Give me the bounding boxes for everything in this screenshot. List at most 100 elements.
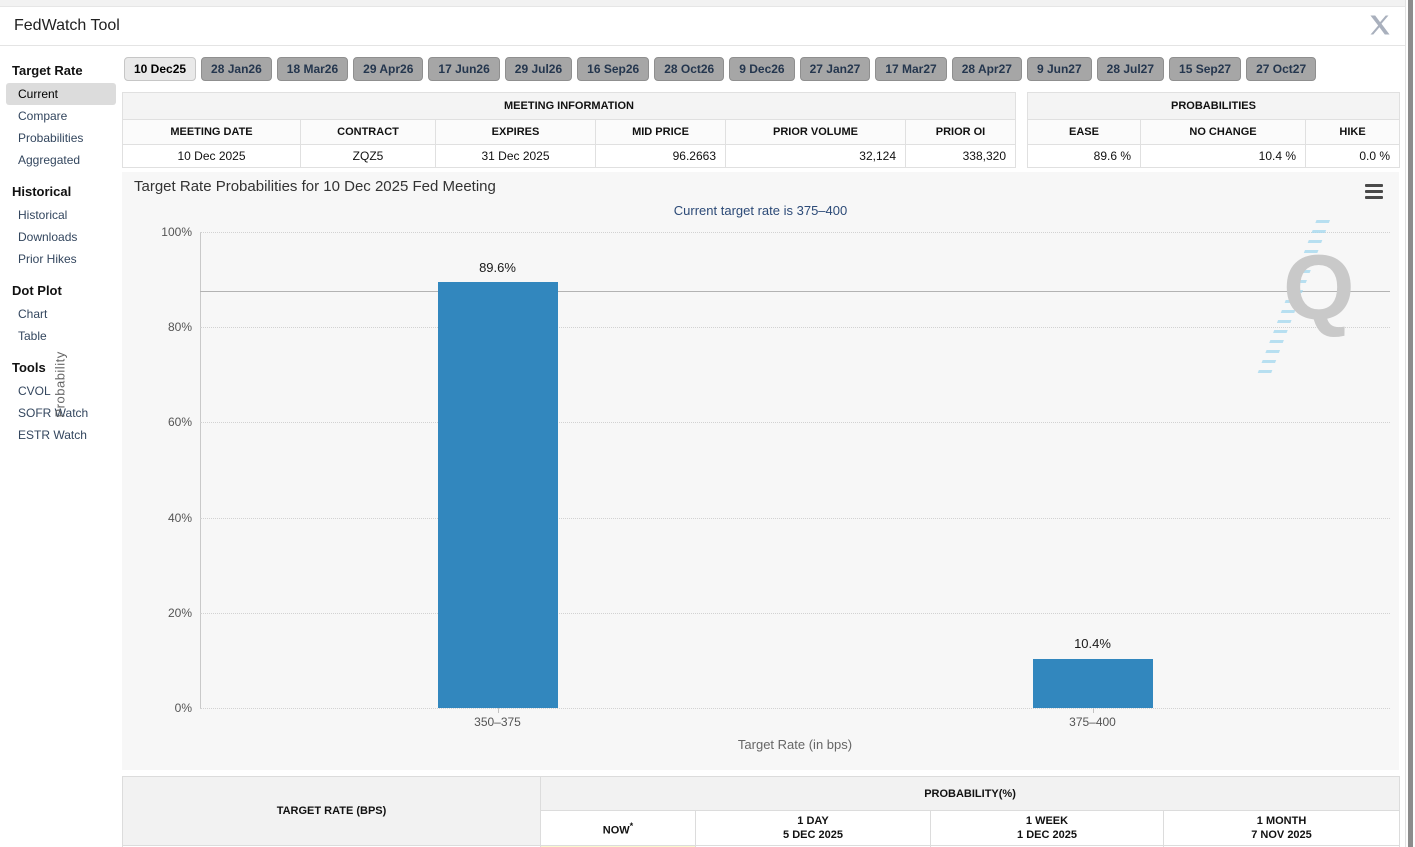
- y-tick-label: 0%: [174, 701, 192, 715]
- sidebar-section-title: Tools: [12, 360, 46, 375]
- meeting_info-cell: 32,124: [725, 144, 906, 168]
- sidebar-item-historical[interactable]: Historical: [18, 208, 68, 222]
- period-column-header: 1 WEEK 1 DEC 2025: [930, 810, 1164, 846]
- vertical-scrollbar-thumb[interactable]: [1408, 0, 1413, 847]
- bar-375–400[interactable]: [1032, 658, 1153, 708]
- probability-pct-header: PROBABILITY(%): [539, 776, 1401, 811]
- vertical-scrollbar-track[interactable]: [1405, 0, 1415, 847]
- bar-350–375[interactable]: [437, 281, 558, 708]
- meeting-tab-28-oct26[interactable]: 28 Oct26: [654, 57, 725, 81]
- y-tick-label: 80%: [167, 320, 192, 335]
- sidebar-item-sofr-watch[interactable]: SOFR Watch: [18, 406, 89, 420]
- meeting_info-cell: 338,320: [905, 144, 1016, 168]
- x-axis-tick: [1092, 708, 1094, 713]
- meeting_info-column-header: EXPIRES: [435, 119, 596, 145]
- x-axis-tick: [497, 708, 499, 713]
- y-tick-label: 60%: [167, 415, 192, 430]
- y-tick-label: 100%: [161, 225, 192, 239]
- probabilities-data-row: 89.6 % 10.4 % 0.0 %: [1027, 144, 1401, 168]
- meeting_info-data-row: 10 Dec 2025 ZQZ5 31 Dec 2025 96.2663 32,124 3…: [122, 144, 1016, 168]
- meeting_info-table-title: MEETING INFORMATION: [122, 92, 1016, 120]
- data-cell: [1162, 845, 1401, 847]
- meeting-tab-28-apr27[interactable]: 28 Apr27: [951, 57, 1022, 81]
- meeting-tab-10-dec25[interactable]: 10 Dec25: [124, 57, 197, 81]
- meeting_info-cell: 31 Dec 2025: [435, 144, 596, 168]
- bar-value-label: 89.6%: [479, 259, 516, 275]
- sidebar-item-cvol[interactable]: CVOL: [18, 384, 51, 398]
- meeting-tab-18-mar26[interactable]: 18 Mar26: [276, 57, 349, 81]
- meeting-tab-9-jun27[interactable]: 9 Jun27: [1026, 57, 1092, 81]
- sidebar-item-probabilities[interactable]: Probabilities: [18, 131, 84, 145]
- sidebar-item-downloads[interactable]: Downloads: [18, 230, 78, 244]
- gridline-60: [200, 422, 1390, 424]
- x-category-label: 350–375: [474, 715, 521, 729]
- meeting-tab-28-jul27[interactable]: 28 Jul27: [1096, 57, 1165, 81]
- probability-history-table: TARGET RATE (BPS) PROBABILITY(%) NOW* 1 DAY…: [122, 776, 1401, 847]
- meeting_info-cell: 96.2663: [595, 144, 726, 168]
- gridline-100: [200, 232, 1390, 233]
- x-social-logo-icon[interactable]: [1369, 15, 1391, 35]
- period-label: NOW: [602, 824, 630, 837]
- meeting-tab-27-jan27[interactable]: 27 Jan27: [799, 57, 871, 81]
- period-column-header: 1 MONTH 7 NOV 2025: [1162, 810, 1401, 846]
- chart-title: Target Rate Probabilities for 10 Dec 202…: [134, 178, 496, 195]
- sidebar-item-estr-watch[interactable]: ESTR Watch: [18, 428, 87, 442]
- chart-context-menu-icon[interactable]: [1365, 184, 1383, 199]
- period-column-header: 1 DAY 5 DEC 2025: [695, 810, 931, 846]
- top-strip: [0, 0, 1415, 7]
- probabilities-cell: 10.4 %: [1140, 144, 1306, 168]
- meeting_info-column-header: PRIOR OI: [905, 119, 1016, 145]
- bar-value-label: 10.4%: [1074, 636, 1111, 652]
- meeting-tab-29-jul26[interactable]: 29 Jul26: [504, 57, 573, 81]
- y-tick-label: 20%: [167, 605, 192, 620]
- meeting-information-table: MEETING INFORMATION MEETING DATE CONTRACT E…: [122, 92, 1016, 168]
- sidebar-item-table[interactable]: Table: [18, 329, 47, 343]
- sidebar: Target Rate Current Compare Probabilities Ag…: [0, 50, 122, 446]
- meeting_info-column-header: CONTRACT: [300, 119, 436, 145]
- meeting-tab-27-oct27[interactable]: 27 Oct27: [1246, 57, 1317, 81]
- probabilities-cell: 0.0 %: [1304, 144, 1401, 168]
- sidebar-item-prior-hikes[interactable]: Prior Hikes: [18, 252, 77, 266]
- period-date: 5 DEC 2025: [783, 829, 843, 841]
- probabilities-table-title: PROBABILITIES: [1026, 92, 1401, 120]
- meeting-tab-17-jun26[interactable]: 17 Jun26: [428, 57, 500, 81]
- gridline-20: [200, 612, 1390, 614]
- period-label: 1 MONTH: [1256, 815, 1307, 827]
- probabilities-table: PROBABILITIES EASE NO CHANGE HIKE 89.6 % 10.4…: [1026, 92, 1401, 168]
- app-header: FedWatch Tool: [0, 7, 1415, 46]
- probabilities-cell: 89.6 %: [1027, 144, 1141, 168]
- sidebar-item-aggregated[interactable]: Aggregated: [18, 153, 81, 167]
- probabilities-column-header: EASE: [1027, 119, 1141, 145]
- chart-panel: Target Rate Probabilities for 10 Dec 202…: [53, 172, 1399, 770]
- meeting-tab-17-mar27[interactable]: 17 Mar27: [875, 57, 947, 81]
- meeting-tab-15-sep27[interactable]: 15 Sep27: [1169, 57, 1242, 81]
- meeting_info-column-header: MID PRICE: [595, 119, 726, 145]
- sidebar-item-chart[interactable]: Chart: [18, 307, 48, 321]
- sidebar-item-current[interactable]: Current: [6, 83, 116, 105]
- y-tick-label: 40%: [167, 510, 192, 525]
- asterisk-note: *: [629, 820, 634, 831]
- sidebar-item-compare[interactable]: Compare: [18, 109, 68, 123]
- target-rate-bps-header: TARGET RATE (BPS): [122, 776, 541, 846]
- chart-plot-area: 0% 20% 40% 60% 80% 100% 89.6% 350–375 10.4% 375–4…: [161, 225, 1390, 729]
- meeting-tab-9-dec26[interactable]: 9 Dec26: [729, 57, 795, 81]
- meeting-tab-29-apr26[interactable]: 29 Apr26: [353, 57, 424, 81]
- meeting_info-cell: 10 Dec 2025: [122, 144, 301, 168]
- x-axis-title: Target Rate (in bps): [737, 737, 853, 752]
- meeting-tab-28-jan26[interactable]: 28 Jan26: [201, 57, 272, 81]
- sidebar-section-title: Historical: [12, 184, 72, 199]
- meeting-date-tabs: 10 Dec25 28 Jan26 18 Mar26 29 Apr26 17 Jun26…: [124, 57, 1317, 81]
- gridline-0: [200, 708, 1390, 709]
- meeting-tab-16-sep26[interactable]: 16 Sep26: [577, 57, 650, 81]
- y-axis-line: [200, 232, 201, 708]
- period-date: 7 NOV 2025: [1251, 829, 1312, 841]
- gridline-40: [200, 517, 1390, 519]
- sidebar-section-title: Target Rate: [12, 63, 83, 78]
- reference-line: [200, 291, 1390, 293]
- page-title: FedWatch Tool: [14, 17, 120, 34]
- period-label: 1 WEEK: [1025, 815, 1069, 827]
- period-column-header: NOW*: [540, 810, 696, 846]
- meeting_info-column-header: PRIOR VOLUME: [725, 119, 906, 145]
- period-date: 1 DEC 2025: [1017, 829, 1077, 841]
